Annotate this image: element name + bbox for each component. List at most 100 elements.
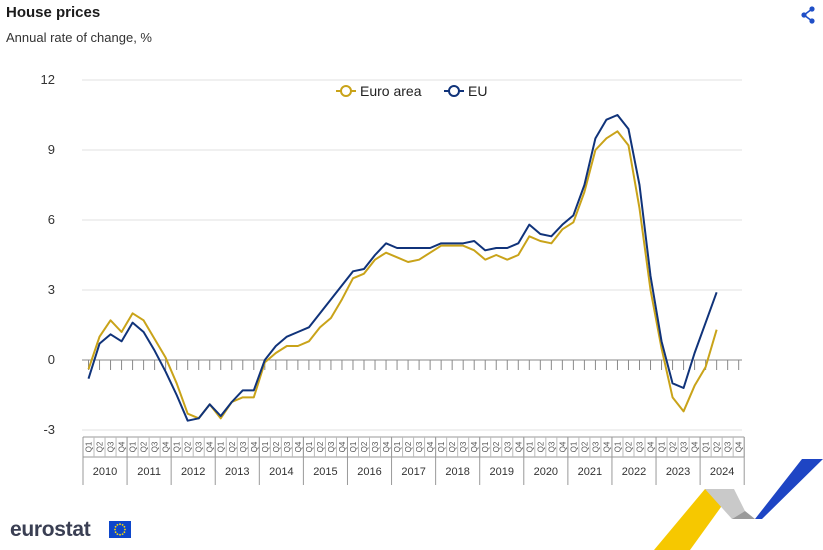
- quarter-tick-label: Q2: [140, 441, 149, 452]
- legend: Euro area EU: [336, 83, 487, 99]
- year-tick-label: 2015: [313, 466, 337, 478]
- legend-marker: [340, 85, 352, 97]
- share-icon[interactable]: [798, 5, 818, 25]
- quarter-tick-label: Q2: [272, 441, 281, 452]
- quarter-tick-label: Q2: [316, 441, 325, 452]
- quarter-tick-label: Q3: [680, 441, 689, 452]
- year-tick-label: 2022: [622, 466, 646, 478]
- quarter-tick-label: Q1: [173, 441, 182, 452]
- eurostat-ribbon-graphic: [654, 459, 823, 550]
- y-tick-label: 12: [41, 72, 55, 87]
- quarter-tick-label: Q1: [217, 441, 226, 452]
- quarter-tick-label: Q4: [206, 441, 215, 452]
- series-lines: [87, 114, 718, 422]
- quarter-tick-label: Q4: [382, 441, 391, 452]
- quarter-tick-label: Q3: [636, 441, 645, 452]
- quarter-tick-label: Q1: [261, 441, 270, 452]
- eu-flag-icon: [109, 521, 131, 538]
- y-tick-label: 3: [48, 282, 55, 297]
- year-tick-label: 2018: [445, 466, 469, 478]
- quarter-tick-label: Q3: [503, 441, 512, 452]
- y-tick-label: 9: [48, 142, 55, 157]
- legend-label: EU: [468, 83, 487, 99]
- eurostat-logo: eurostat: [10, 518, 91, 541]
- quarter-tick-label: Q4: [691, 441, 700, 452]
- y-tick-label: -3: [43, 422, 55, 437]
- quarter-tick-label: Q1: [569, 441, 578, 452]
- legend-label: Euro area: [360, 83, 422, 99]
- quarter-tick-label: Q1: [85, 441, 94, 452]
- year-tick-label: 2010: [93, 466, 117, 478]
- quarter-tick-label: Q2: [228, 441, 237, 452]
- quarter-tick-label: Q3: [195, 441, 204, 452]
- quarter-tick-label: Q2: [624, 441, 633, 452]
- quarter-tick-label: Q3: [107, 441, 116, 452]
- chart-subtitle: Annual rate of change, %: [6, 30, 152, 45]
- year-tick-label: 2013: [225, 466, 249, 478]
- quarter-tick-label: Q4: [470, 441, 479, 452]
- quarter-tick-label: Q2: [184, 441, 193, 452]
- quarter-tick-label: Q3: [547, 441, 556, 452]
- year-tick-label: 2012: [181, 466, 205, 478]
- year-tick-label: 2024: [710, 466, 734, 478]
- quarter-tick-label: Q2: [669, 441, 678, 452]
- quarter-tick-label: Q4: [294, 441, 303, 452]
- quarter-tick-label: Q1: [525, 441, 534, 452]
- quarter-tick-label: Q2: [713, 441, 722, 452]
- year-tick-label: 2014: [269, 466, 293, 478]
- quarter-tick-label: Q2: [580, 441, 589, 452]
- quarter-tick-label: Q4: [735, 441, 744, 452]
- quarter-tick-label: Q4: [338, 441, 347, 452]
- quarter-tick-label: Q1: [613, 441, 622, 452]
- quarter-tick-label: Q4: [514, 441, 523, 452]
- quarter-tick-label: Q2: [96, 441, 105, 452]
- quarter-tick-label: Q3: [371, 441, 380, 452]
- chart-title: House prices: [6, 4, 101, 21]
- quarter-tick-label: Q1: [305, 441, 314, 452]
- quarter-tick-label: Q4: [426, 441, 435, 452]
- quarter-tick-label: Q3: [151, 441, 160, 452]
- quarter-tick-label: Q3: [283, 441, 292, 452]
- quarter-tick-label: Q2: [492, 441, 501, 452]
- y-tick-label: 6: [48, 212, 55, 227]
- quarter-tick-label: Q3: [724, 441, 733, 452]
- quarter-tick-label: Q1: [702, 441, 711, 452]
- legend-item-euro-area[interactable]: Euro area: [336, 83, 422, 99]
- quarter-tick-label: Q4: [250, 441, 259, 452]
- quarter-tick-label: Q2: [404, 441, 413, 452]
- legend-item-eu[interactable]: EU: [444, 83, 487, 99]
- quarter-tick-label: Q3: [459, 441, 468, 452]
- series-line-eu[interactable]: [87, 114, 718, 422]
- year-tick-label: 2017: [401, 466, 425, 478]
- quarter-tick-label: Q2: [448, 441, 457, 452]
- year-tick-label: 2016: [357, 466, 381, 478]
- quarter-tick-label: Q3: [239, 441, 248, 452]
- quarter-tick-label: Q2: [536, 441, 545, 452]
- series-line-euro-area[interactable]: [87, 130, 718, 420]
- x-axis: Q1 Q2 Q3 Q4 Q1 Q2 Q3 Q4 Q1 Q2 Q3 Q4 Q1 Q2 Q3 Q4 Q1 Q2 Q3 Q4…: [82, 360, 745, 485]
- year-tick-label: 2021: [578, 466, 602, 478]
- quarter-tick-label: Q1: [129, 441, 138, 452]
- quarter-tick-label: Q1: [437, 441, 446, 452]
- quarter-tick-label: Q3: [327, 441, 336, 452]
- quarter-tick-label: Q4: [602, 441, 611, 452]
- quarter-tick-label: Q4: [118, 441, 127, 452]
- quarter-tick-label: Q1: [658, 441, 667, 452]
- gridlines: [82, 79, 742, 431]
- legend-marker: [448, 85, 460, 97]
- quarter-tick-label: Q1: [481, 441, 490, 452]
- quarter-tick-label: Q3: [591, 441, 600, 452]
- quarter-tick-label: Q1: [393, 441, 402, 452]
- quarter-tick-label: Q4: [647, 441, 656, 452]
- quarter-tick-label: Q4: [558, 441, 567, 452]
- year-tick-label: 2023: [666, 466, 690, 478]
- year-tick-label: 2011: [137, 466, 161, 478]
- year-tick-label: 2020: [534, 466, 558, 478]
- quarter-tick-label: Q1: [349, 441, 358, 452]
- quarter-tick-label: Q2: [360, 441, 369, 452]
- y-axis: -3 0 3 6 9 12: [41, 72, 55, 437]
- quarter-tick-label: Q4: [162, 441, 171, 452]
- y-tick-label: 0: [48, 352, 55, 367]
- year-tick-label: 2019: [490, 466, 514, 478]
